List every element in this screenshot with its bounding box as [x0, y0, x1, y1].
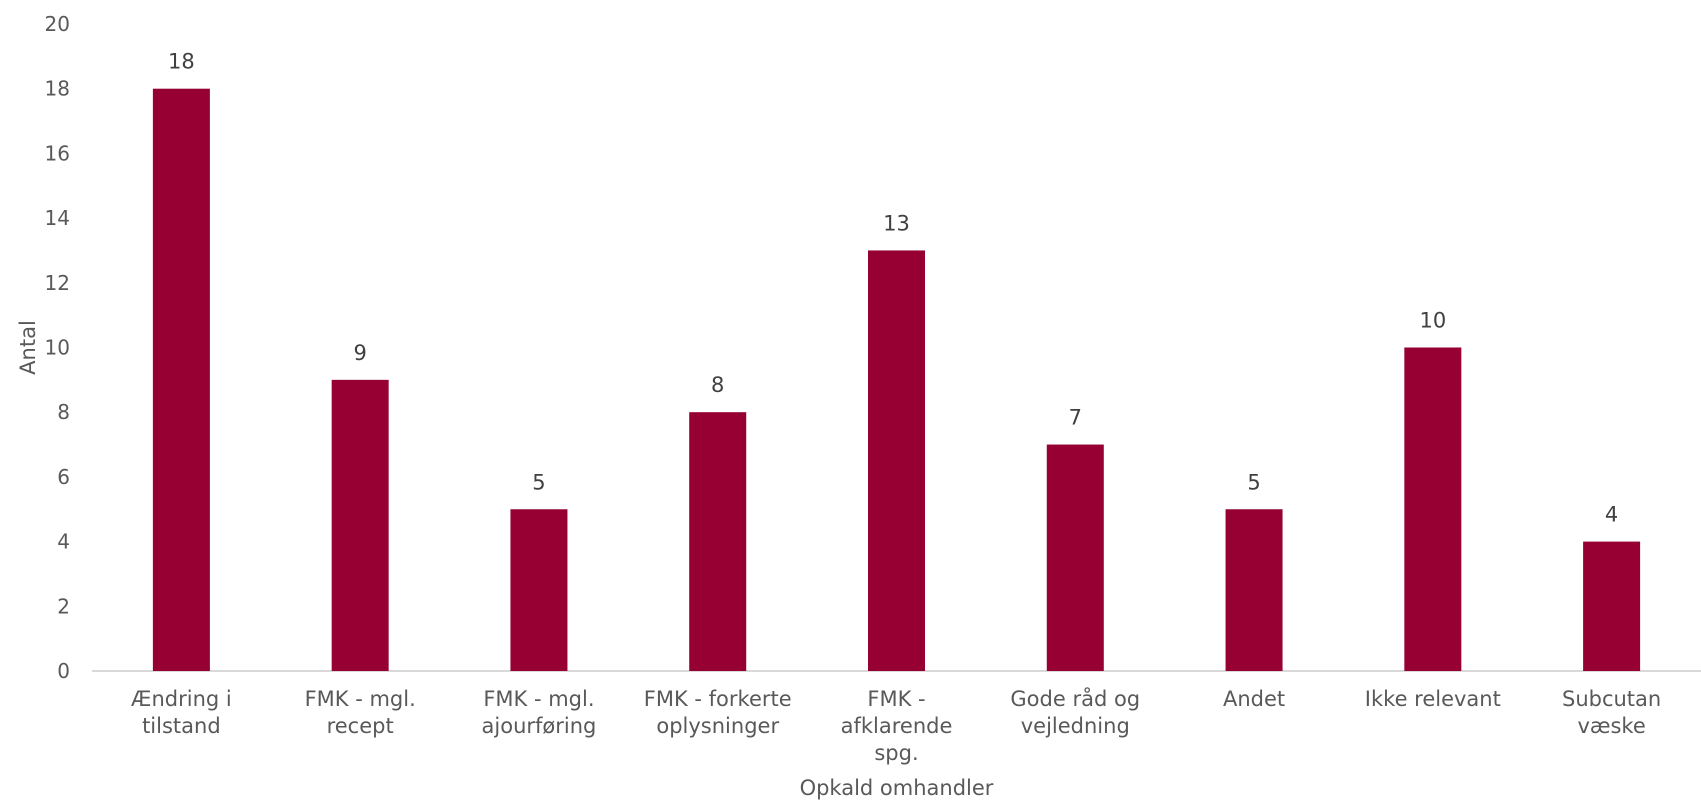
data-label: 18: [168, 50, 195, 74]
category-label: Ikke relevant: [1365, 687, 1501, 711]
category-label: FMK - mgl. recept: [305, 687, 416, 738]
data-label: 7: [1069, 406, 1082, 430]
bar: [689, 412, 747, 671]
category-labels: Ændring i tilstand FMK - mgl. recept FMK - m…: [131, 686, 1661, 765]
category-label: FMK -afklarende spg.: [841, 687, 953, 765]
y-tick-label: 6: [57, 465, 70, 489]
bar: [1225, 509, 1283, 671]
y-tick-label: 0: [57, 659, 70, 683]
category-label: FMK - forkerte oplysninger: [644, 687, 792, 738]
bar: [152, 88, 210, 671]
data-label: 13: [883, 211, 910, 235]
y-tick-label: 10: [45, 336, 70, 360]
category-label: FMK - mgl. ajourføring: [482, 687, 597, 738]
y-tick-label: 4: [57, 530, 70, 554]
bar: [331, 379, 389, 671]
bar: [868, 250, 925, 671]
data-label: 9: [353, 341, 366, 365]
data-label: 4: [1605, 503, 1618, 527]
category-label: Ændring i tilstand: [131, 687, 232, 738]
data-label: 8: [711, 373, 724, 397]
y-tick-label: 18: [45, 77, 70, 101]
bar: [1404, 347, 1462, 671]
y-tick-label: 14: [45, 206, 70, 230]
y-tick-label: 8: [57, 400, 70, 424]
data-label: 5: [1247, 470, 1260, 494]
y-axis-title: Antal: [16, 320, 40, 375]
category-label: Subcutan væske: [1562, 687, 1661, 738]
y-tick-label: 20: [45, 12, 70, 36]
y-axis-ticks: 0 2 4 6 8 10 12 14 16 18 20: [45, 12, 70, 683]
y-tick-label: 2: [57, 594, 70, 618]
category-label: Andet: [1223, 687, 1285, 711]
data-label: 10: [1419, 309, 1446, 333]
data-label: 5: [532, 470, 545, 494]
bar: [1046, 444, 1104, 671]
bar: [510, 509, 568, 671]
data-labels: 18 9 5 8 13 7 5 10 4: [168, 50, 1618, 527]
x-axis-title: Opkald omhandler: [800, 776, 994, 800]
bars: [152, 88, 1641, 671]
bar: [1583, 541, 1641, 671]
y-tick-label: 16: [45, 141, 70, 165]
category-label: Gode råd og vejledning: [1010, 686, 1140, 738]
y-tick-label: 12: [45, 271, 70, 295]
